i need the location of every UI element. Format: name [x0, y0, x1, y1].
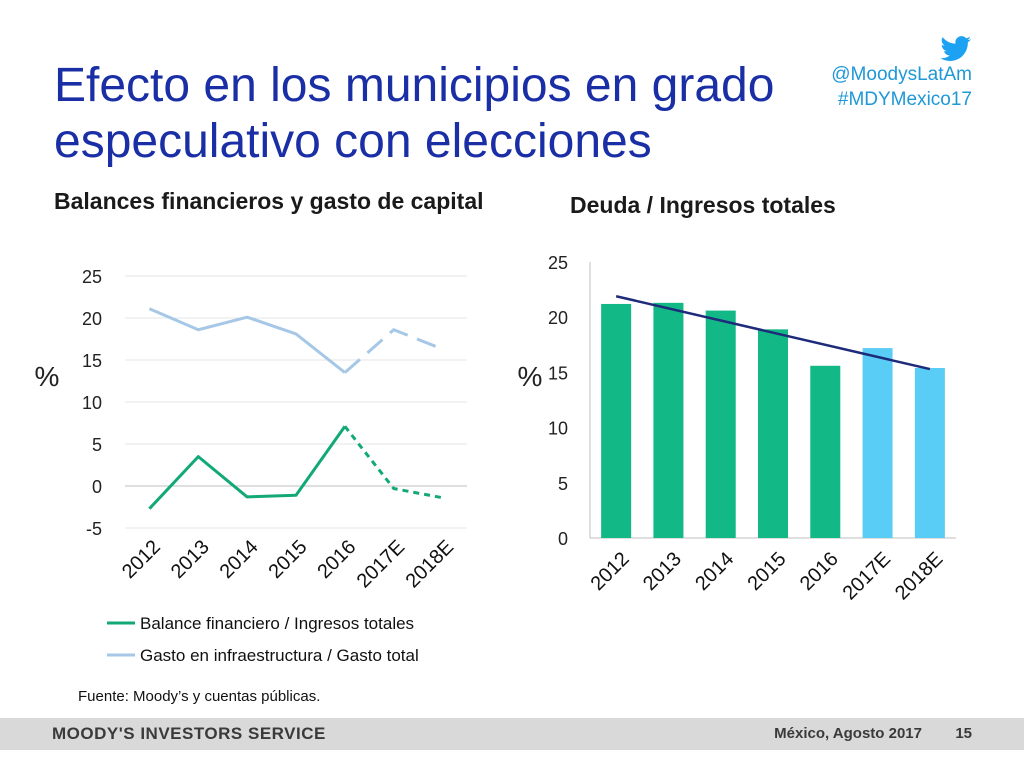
footer-brand: MOODY'S INVESTORS SERVICE	[52, 724, 326, 743]
legend-label: Balance financiero / Ingresos totales	[140, 614, 414, 633]
page-number: 15	[955, 725, 972, 742]
left-chart-title: Balances financieros y gasto de capital	[54, 188, 484, 214]
footer-place-date: México, Agosto 2017	[774, 725, 922, 742]
twitter-handle: @MoodysLatAm	[831, 64, 972, 85]
y-tick-label: 10	[82, 393, 102, 413]
y-tick-label: 25	[82, 267, 102, 287]
y-tick-label: 20	[548, 308, 568, 328]
bar	[601, 303, 632, 538]
y-axis-label: %	[35, 361, 60, 392]
y-tick-label: 5	[92, 435, 102, 455]
bar	[758, 329, 788, 538]
y-tick-label: 20	[82, 309, 102, 329]
bar	[862, 348, 893, 538]
y-tick-label: 0	[92, 477, 102, 497]
x-tick-label: 2016	[796, 548, 843, 595]
x-tick-label: 2014	[691, 548, 738, 595]
twitter-hashtag: #MDYMexico17	[837, 89, 972, 110]
bar	[810, 365, 841, 538]
y-tick-label: 25	[548, 253, 568, 273]
right-chart-title: Deuda / Ingresos totales	[570, 192, 836, 218]
x-tick-label: 2015	[744, 548, 791, 595]
y-tick-label: 10	[548, 419, 568, 439]
y-tick-label: 15	[548, 363, 568, 383]
bar	[653, 302, 684, 538]
y-tick-label: 15	[82, 351, 102, 371]
y-tick-label: 0	[558, 529, 568, 549]
y-tick-label: -5	[86, 519, 102, 539]
x-tick-label: 2018E	[891, 548, 947, 604]
x-tick-label: 2017E	[839, 548, 895, 604]
footer-bar: MOODY'S INVESTORS SERVICE México, Agosto…	[0, 718, 1024, 750]
source-note: Fuente: Moody’s y cuentas públicas.	[78, 688, 321, 705]
social-block: @MoodysLatAm #MDYMexico17	[831, 36, 972, 112]
y-tick-label: 5	[558, 474, 568, 494]
slide-title: Efecto en los municipios en grado especu…	[54, 59, 775, 168]
bar	[705, 310, 736, 538]
twitter-bird-icon	[940, 36, 972, 61]
y-axis-label: %	[518, 361, 543, 392]
trend-line	[615, 295, 931, 371]
x-tick-label: 2013	[639, 548, 686, 595]
legend-label: Gasto en infraestructura / Gasto total	[140, 646, 419, 665]
bar	[914, 367, 945, 538]
x-tick-label: 2012	[587, 548, 634, 595]
